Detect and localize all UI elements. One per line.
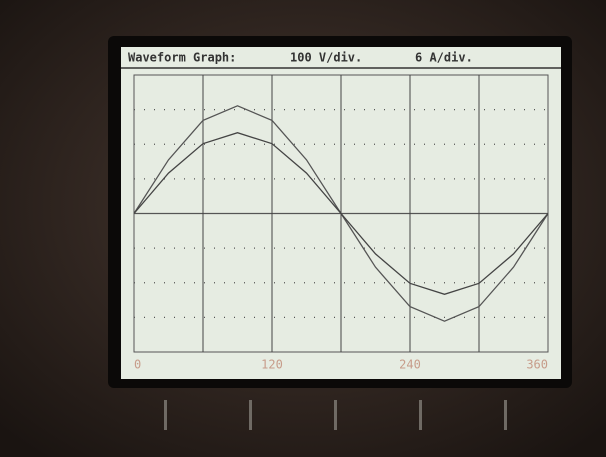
voltage-scale: 100 V/div. xyxy=(290,51,362,65)
page: Waveform Graph: 100 V/div. 6 A/div. 0 120… xyxy=(0,0,606,457)
key-line xyxy=(249,400,252,430)
x-tick-label: 240 xyxy=(399,358,421,372)
key-line xyxy=(164,400,167,430)
current-scale: 6 A/div. xyxy=(415,51,473,65)
chart-title: Waveform Graph: xyxy=(128,51,236,65)
x-tick-label: 0 xyxy=(134,358,141,372)
x-tick-label: 120 xyxy=(261,358,283,372)
x-tick-label: 360 xyxy=(526,358,548,372)
screen-photo: Waveform Graph: 100 V/div. 6 A/div. 0 120… xyxy=(0,0,606,457)
key-line xyxy=(419,400,422,430)
key-line xyxy=(504,400,507,430)
key-line xyxy=(334,400,337,430)
